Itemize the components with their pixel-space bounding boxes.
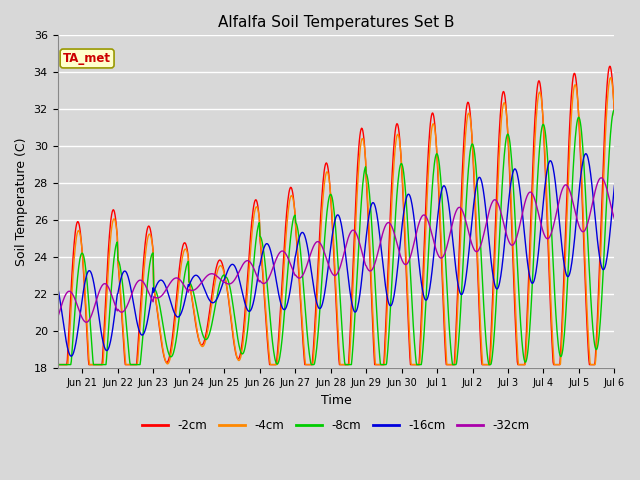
X-axis label: Time: Time	[321, 394, 351, 407]
Text: TA_met: TA_met	[63, 52, 111, 65]
Legend: -2cm, -4cm, -8cm, -16cm, -32cm: -2cm, -4cm, -8cm, -16cm, -32cm	[138, 414, 534, 437]
Title: Alfalfa Soil Temperatures Set B: Alfalfa Soil Temperatures Set B	[218, 15, 454, 30]
Y-axis label: Soil Temperature (C): Soil Temperature (C)	[15, 138, 28, 266]
